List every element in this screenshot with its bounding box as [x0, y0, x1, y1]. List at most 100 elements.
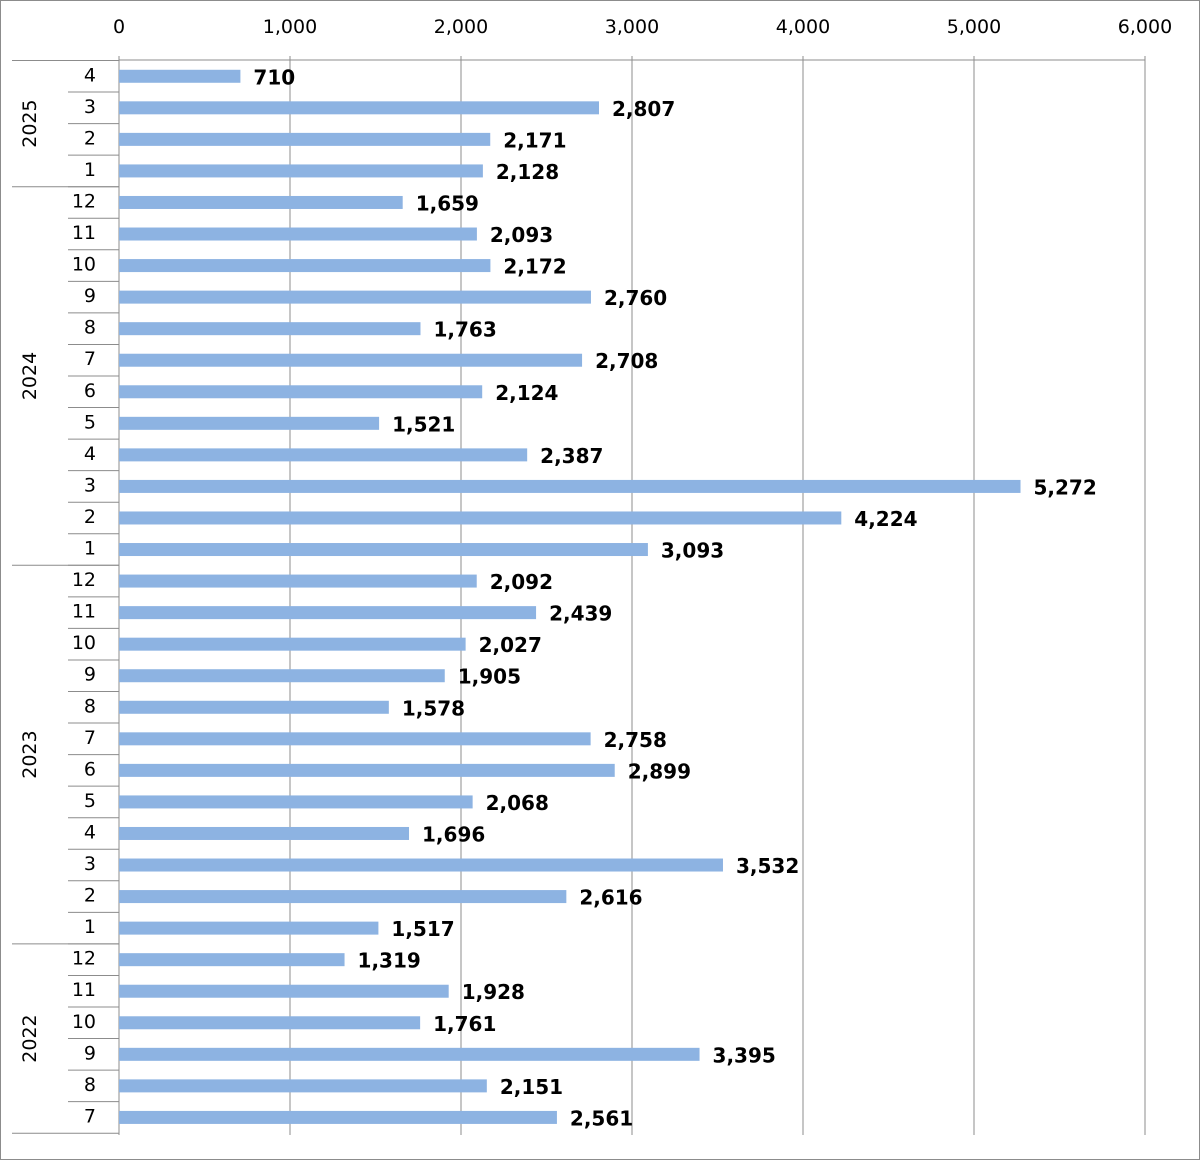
bar	[119, 606, 537, 620]
bar	[119, 1110, 557, 1124]
month-label: 8	[84, 695, 96, 717]
x-tick-label: 2,000	[434, 16, 488, 38]
bar	[119, 195, 403, 209]
month-label: 12	[72, 569, 96, 591]
data-label: 2,561	[570, 1106, 633, 1130]
data-label: 2,439	[549, 602, 612, 626]
month-label: 2	[84, 506, 96, 528]
data-label: 1,761	[433, 1012, 496, 1036]
x-tick-label: 5,000	[947, 16, 1001, 38]
x-tick-label: 4,000	[776, 16, 830, 38]
month-label: 9	[84, 1042, 96, 1064]
data-label: 2,899	[628, 759, 691, 783]
bar	[119, 132, 491, 146]
bar	[119, 953, 345, 967]
bar	[119, 1016, 421, 1030]
month-label: 10	[72, 632, 96, 654]
data-label: 2,124	[495, 381, 558, 405]
month-label: 10	[72, 254, 96, 276]
month-label: 5	[84, 790, 96, 812]
bar	[119, 795, 473, 809]
data-label: 710	[253, 65, 295, 89]
data-label: 2,171	[503, 128, 566, 152]
data-label: 5,272	[1034, 475, 1097, 499]
data-label: 2,151	[500, 1075, 563, 1099]
bar	[119, 322, 421, 336]
bar	[119, 763, 615, 777]
month-label: 7	[84, 348, 96, 370]
bar	[119, 858, 723, 872]
month-label: 11	[72, 222, 96, 244]
data-label: 2,616	[579, 886, 642, 910]
data-label: 1,763	[433, 318, 496, 342]
bar	[119, 259, 491, 273]
data-label: 1,319	[358, 949, 421, 973]
month-label: 10	[72, 1011, 96, 1033]
bar	[119, 164, 483, 178]
month-label: 6	[84, 758, 96, 780]
x-tick-label: 0	[113, 16, 125, 38]
x-tick-label: 3,000	[605, 16, 659, 38]
bar	[119, 479, 1021, 493]
year-label: 2023	[19, 730, 41, 778]
bar	[119, 290, 591, 304]
bar	[119, 385, 483, 399]
data-label: 1,928	[462, 980, 525, 1004]
data-label: 2,807	[612, 97, 675, 121]
month-label: 1	[84, 916, 96, 938]
data-label: 2,128	[496, 160, 559, 184]
year-label: 2025	[19, 99, 41, 147]
data-label: 2,758	[604, 728, 667, 752]
data-label: 2,093	[490, 223, 553, 247]
month-label: 1	[84, 159, 96, 181]
bar	[119, 921, 379, 935]
bar	[119, 1047, 700, 1061]
bar	[119, 984, 449, 998]
bar	[119, 353, 583, 367]
month-label: 2	[84, 127, 96, 149]
bar	[119, 1079, 487, 1093]
month-label: 2	[84, 885, 96, 907]
data-label: 2,708	[595, 349, 658, 373]
data-label: 2,172	[503, 255, 566, 279]
month-label: 3	[84, 474, 96, 496]
month-label: 8	[84, 1074, 96, 1096]
data-label: 2,092	[490, 570, 553, 594]
year-label: 2024	[19, 352, 41, 400]
bar	[119, 637, 466, 651]
bar	[119, 448, 528, 462]
data-label: 1,905	[458, 665, 521, 689]
data-label: 2,387	[540, 444, 603, 468]
month-label: 1	[84, 538, 96, 560]
data-label: 2,760	[604, 286, 667, 310]
bar	[119, 890, 567, 904]
data-label: 3,532	[736, 854, 799, 878]
data-label: 1,517	[391, 917, 454, 941]
month-label: 7	[84, 1105, 96, 1127]
month-label: 11	[72, 979, 96, 1001]
month-label: 4	[84, 821, 96, 843]
x-tick-label: 1,000	[263, 16, 317, 38]
data-label: 1,521	[392, 412, 455, 436]
bar	[119, 101, 599, 115]
bar	[119, 416, 380, 430]
bar	[119, 574, 477, 588]
month-label: 5	[84, 411, 96, 433]
month-label: 9	[84, 664, 96, 686]
bar	[119, 227, 477, 241]
bar	[119, 700, 389, 714]
month-label: 8	[84, 317, 96, 339]
bar	[119, 732, 591, 746]
month-label: 6	[84, 380, 96, 402]
bar	[119, 511, 842, 525]
month-label: 3	[84, 96, 96, 118]
month-label: 12	[72, 190, 96, 212]
data-label: 3,395	[713, 1043, 776, 1067]
month-label: 9	[84, 285, 96, 307]
month-label: 7	[84, 727, 96, 749]
data-label: 1,696	[422, 822, 485, 846]
month-label: 11	[72, 601, 96, 623]
data-label: 2,068	[486, 791, 549, 815]
